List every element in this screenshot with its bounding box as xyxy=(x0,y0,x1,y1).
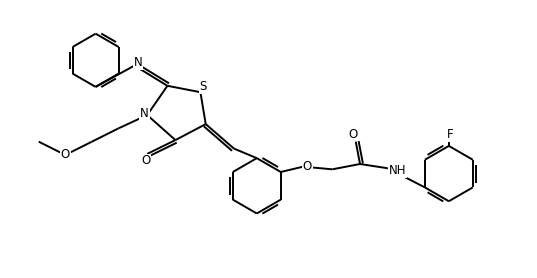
Text: F: F xyxy=(447,128,453,141)
Text: O: O xyxy=(142,154,151,167)
Text: O: O xyxy=(349,128,358,141)
Text: N: N xyxy=(140,107,149,120)
Text: O: O xyxy=(61,148,70,162)
Text: N: N xyxy=(134,56,142,70)
Text: S: S xyxy=(199,80,207,93)
Text: O: O xyxy=(303,160,312,173)
Text: NH: NH xyxy=(388,164,406,177)
